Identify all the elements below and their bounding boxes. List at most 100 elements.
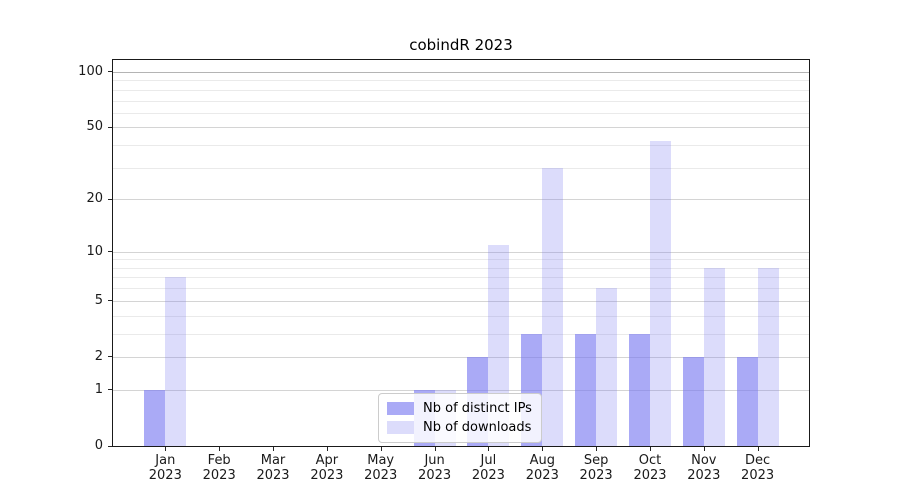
gridline-minor — [113, 112, 809, 114]
x-tick — [326, 447, 328, 451]
x-tick-label-month: Jul — [480, 453, 497, 468]
gridline-major — [113, 356, 809, 358]
x-tick — [380, 447, 382, 451]
gridline-minor — [113, 277, 809, 279]
gridline-major — [113, 389, 809, 391]
y-tick — [108, 198, 112, 200]
bar-distinct-ips — [682, 356, 704, 446]
x-tick-label-month: Jan — [155, 453, 176, 468]
x-tick-label-month: Aug — [529, 453, 555, 468]
x-tick-label: Jan 2023 — [137, 453, 193, 483]
x-tick-label-year: 2023 — [418, 467, 452, 483]
x-tick — [542, 447, 544, 451]
x-tick-label: Oct 2023 — [622, 453, 678, 483]
x-tick-label: Jun 2023 — [407, 453, 463, 483]
x-tick-label-year: 2023 — [256, 467, 290, 483]
y-tick-label: 1 — [94, 381, 103, 397]
y-tick-label: 50 — [86, 119, 103, 135]
legend-swatch-downloads — [387, 421, 414, 434]
gridline-minor — [113, 89, 809, 91]
x-tick-label: Feb 2023 — [191, 453, 247, 483]
legend: Nb of distinct IPs Nb of downloads — [378, 393, 542, 443]
x-tick-label-year: 2023 — [310, 467, 344, 483]
x-tick-label: Dec 2023 — [730, 453, 786, 483]
x-tick-label-year: 2023 — [579, 467, 613, 483]
gridline-minor — [113, 80, 809, 82]
x-tick-label-year: 2023 — [741, 467, 775, 483]
bar-downloads — [596, 288, 618, 446]
x-tick-label: Apr 2023 — [299, 453, 355, 483]
legend-label: Nb of downloads — [423, 420, 532, 435]
y-tick — [108, 71, 112, 73]
y-tick — [108, 356, 112, 358]
x-tick-label: May 2023 — [353, 453, 409, 483]
gridline-major — [113, 300, 809, 302]
bar-downloads — [650, 141, 671, 446]
bar-downloads — [703, 267, 725, 446]
gridline-minor — [113, 333, 809, 335]
y-tick — [108, 251, 112, 253]
x-tick — [488, 447, 490, 451]
x-tick — [273, 447, 274, 451]
legend-swatch-distinct-ips — [387, 402, 414, 415]
legend-entry-downloads: Nb of downloads — [387, 418, 532, 437]
bar-downloads — [165, 277, 187, 446]
legend-label: Nb of distinct IPs — [423, 401, 532, 416]
gridline-major — [113, 199, 809, 201]
x-tick-label-month: Mar — [260, 453, 286, 468]
x-tick — [757, 447, 759, 451]
legend-entry-distinct-ips: Nb of distinct IPs — [387, 399, 532, 418]
y-tick — [108, 300, 112, 302]
x-tick-label: Jul 2023 — [460, 453, 516, 483]
y-tick-label: 0 — [94, 438, 103, 453]
x-tick — [703, 447, 705, 451]
x-tick-label: Mar 2023 — [245, 453, 301, 483]
x-tick-label: Aug 2023 — [514, 453, 570, 483]
gridline-minor — [113, 259, 809, 261]
y-tick-label: 5 — [94, 292, 103, 308]
gridline-minor — [113, 267, 809, 269]
x-tick-label-month: Sep — [583, 453, 609, 468]
x-tick-label-year: 2023 — [148, 467, 182, 483]
x-tick — [165, 447, 167, 451]
gridline-minor — [113, 288, 809, 290]
x-tick-label-year: 2023 — [633, 467, 667, 483]
x-tick-label-month: Dec — [745, 453, 771, 468]
y-tick-label: 2 — [94, 348, 103, 364]
bar-downloads — [757, 267, 779, 446]
x-tick-label-year: 2023 — [687, 467, 721, 483]
y-tick-label: 10 — [86, 243, 103, 259]
gridline-minor — [113, 100, 809, 102]
bar-downloads — [542, 167, 564, 446]
chart-title: cobindR 2023 — [409, 36, 513, 54]
y-tick-label: 100 — [78, 63, 103, 79]
x-tick — [650, 447, 651, 451]
y-tick — [108, 389, 112, 391]
x-tick-label-year: 2023 — [364, 467, 398, 483]
gridline-major — [113, 127, 809, 129]
gridline-minor — [113, 145, 809, 146]
x-tick-label-year: 2023 — [202, 467, 236, 483]
bar-distinct-ips — [629, 333, 650, 446]
x-tick-label-month: Nov — [691, 453, 717, 468]
gridline-minor — [113, 315, 809, 317]
x-tick-label-month: Apr — [315, 453, 339, 468]
x-tick — [434, 447, 436, 451]
x-tick — [219, 447, 221, 451]
gridline-major — [113, 251, 809, 253]
y-tick — [108, 445, 112, 447]
x-tick-label: Nov 2023 — [676, 453, 732, 483]
gridline-major — [113, 71, 809, 73]
plot-area: Nb of distinct IPs Nb of downloads 100 50… — [78, 59, 810, 482]
x-tick-label-year: 2023 — [471, 467, 505, 483]
x-tick-label-month: Jun — [424, 453, 445, 468]
x-tick-label-month: Feb — [207, 453, 231, 468]
x-tick-label-month: May — [367, 453, 395, 468]
x-tick-label-year: 2023 — [525, 467, 559, 483]
x-tick-label-month: Oct — [638, 453, 662, 468]
gridline-minor — [113, 167, 809, 169]
x-tick — [596, 447, 598, 451]
bar-distinct-ips — [575, 333, 597, 446]
bar-distinct-ips — [736, 356, 758, 446]
